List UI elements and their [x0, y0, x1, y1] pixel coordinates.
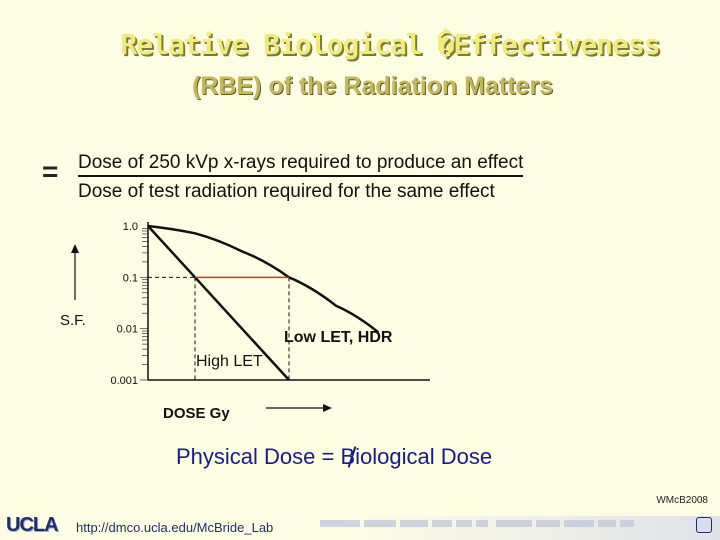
curve-low-let: [147, 224, 380, 334]
formula-numerator: Dose of 250 kVp x-rays required to produ…: [78, 152, 524, 177]
equals-sign: =: [42, 156, 59, 187]
formula-denominator: Dose of test radiation required for the …: [78, 181, 495, 202]
y-tick-label: 0.001: [110, 375, 138, 387]
x-axis-label: DOSE Gy: [163, 405, 230, 422]
slide-title: Relative Biological �Effectiveness: [120, 28, 660, 61]
slide-subtitle: (RBE) of the Radiation Matters: [191, 72, 554, 100]
curve-high-let: [147, 225, 290, 381]
series-label-high-let: High LET: [196, 353, 263, 370]
series-label-low-let: Low LET, HDR: [284, 329, 393, 346]
physical-vs-biological-statement: Physical Dose = Biological Dose: [176, 444, 493, 469]
lab-url-link[interactable]: http://dmco.ucla.edu/McBride_Lab: [76, 520, 274, 535]
author-credit: WMcB2008: [656, 495, 708, 506]
footer-decoration: [318, 515, 698, 539]
x-direction-arrowhead: [323, 404, 332, 412]
y-tick-label: 0.1: [123, 272, 138, 284]
y-tick-label: 0.01: [117, 324, 138, 336]
slide-nav-icon[interactable]: [696, 517, 712, 533]
y-direction-arrowhead: [71, 244, 79, 253]
y-tick-label: 1.0: [123, 221, 138, 233]
y-axis-label: S.F.: [60, 312, 86, 329]
ucla-logo: UCLA: [6, 514, 59, 536]
